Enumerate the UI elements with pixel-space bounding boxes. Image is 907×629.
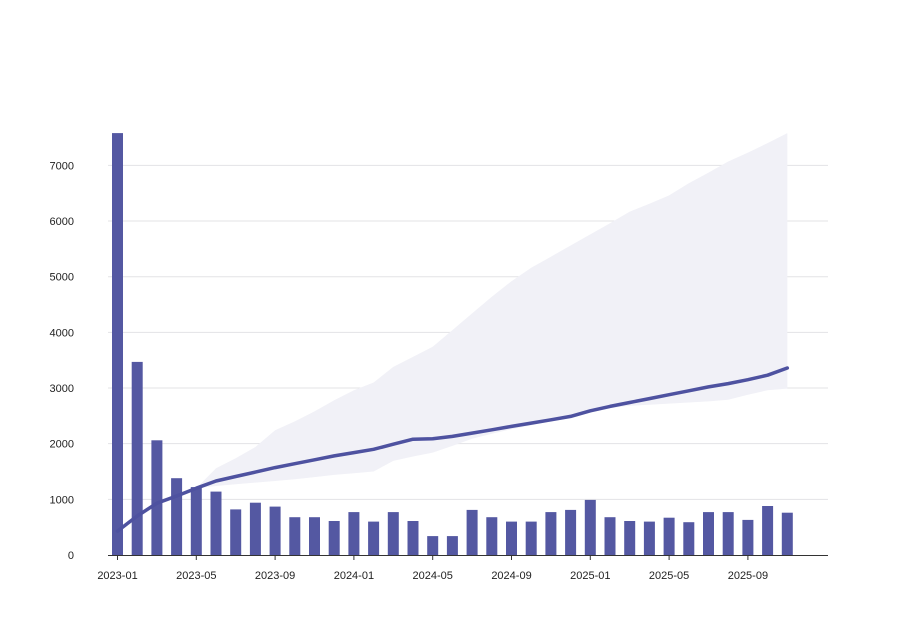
x-tick-label: 2024-05 <box>413 570 453 582</box>
bar-2023-10 <box>289 517 301 555</box>
bar-2024-07 <box>466 509 478 555</box>
x-tick-label: 2025-05 <box>649 570 689 582</box>
bar-2024-09 <box>506 521 517 555</box>
bar-2023-09 <box>269 506 281 555</box>
bar-2023-04 <box>171 478 183 555</box>
bar-2023-08 <box>249 502 261 555</box>
bar-2024-01 <box>348 512 360 555</box>
trend-line-series <box>115 366 790 533</box>
bar-2023-05 <box>190 487 202 555</box>
confidence-band <box>117 133 788 532</box>
y-tick-label: 0 <box>68 550 74 562</box>
bar-2024-05 <box>427 536 439 555</box>
y-tick-label: 4000 <box>50 327 74 339</box>
axes <box>108 555 828 560</box>
bar-2025-01 <box>584 499 596 555</box>
y-tick-label: 5000 <box>50 272 74 284</box>
bar-2025-09 <box>742 519 754 555</box>
bar-2023-06 <box>210 491 222 555</box>
x-tick-label: 2025-09 <box>728 570 768 582</box>
bar-2024-08 <box>486 517 498 555</box>
bar-2024-12 <box>565 509 577 555</box>
bar-2023-01 <box>112 133 123 555</box>
trend-line <box>115 366 790 533</box>
x-tick-label: 2024-01 <box>334 570 374 582</box>
bar-2025-11 <box>781 512 793 555</box>
bar-2024-11 <box>545 512 557 555</box>
y-tick-label: 3000 <box>50 383 74 395</box>
x-tick-label: 2025-01 <box>570 570 610 582</box>
bar-2025-08 <box>722 512 734 555</box>
bar-2024-03 <box>387 512 399 555</box>
y-tick-label: 2000 <box>50 439 74 451</box>
bar-2024-10 <box>525 521 537 555</box>
bar-2023-12 <box>328 521 340 555</box>
x-tick-labels: 2023-01 2023-05 2023-09 2024-01 2024-05 2024-… <box>97 570 768 582</box>
bar-2025-04 <box>643 521 655 555</box>
y-tick-label: 1000 <box>50 494 74 506</box>
bar-2024-06 <box>446 536 458 555</box>
bar-2023-11 <box>309 517 320 555</box>
bar-series <box>112 133 793 555</box>
bar-2025-07 <box>703 512 714 555</box>
x-tick-label: 2023-01 <box>97 570 137 582</box>
y-tick-labels: 0 1000 2000 3000 4000 5000 6000 7000 <box>50 160 74 562</box>
bar-2025-05 <box>663 517 675 555</box>
y-tick-label: 6000 <box>50 216 74 228</box>
bar-2025-06 <box>683 522 695 555</box>
bar-2024-02 <box>368 521 380 555</box>
bar-2023-07 <box>230 509 242 555</box>
x-tick-label: 2024-09 <box>491 570 531 582</box>
bar-2023-02 <box>131 361 143 555</box>
x-tick-label: 2023-09 <box>255 570 295 582</box>
bar-2024-04 <box>407 521 419 555</box>
x-tick-label: 2023-05 <box>176 570 216 582</box>
y-tick-label: 7000 <box>50 160 74 172</box>
bar-2025-03 <box>624 521 636 555</box>
bar-2023-03 <box>151 440 163 555</box>
bar-2025-10 <box>762 506 774 555</box>
confidence-band-area <box>117 133 788 532</box>
bar-2025-02 <box>604 517 616 555</box>
